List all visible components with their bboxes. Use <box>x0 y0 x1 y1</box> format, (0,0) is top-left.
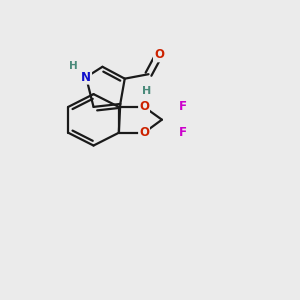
Text: N: N <box>81 71 91 84</box>
Text: H: H <box>69 61 78 71</box>
Text: F: F <box>179 126 187 139</box>
Text: F: F <box>179 100 187 113</box>
Text: O: O <box>154 48 164 62</box>
Text: H: H <box>142 85 152 96</box>
Text: O: O <box>139 100 149 113</box>
Text: O: O <box>139 126 149 139</box>
